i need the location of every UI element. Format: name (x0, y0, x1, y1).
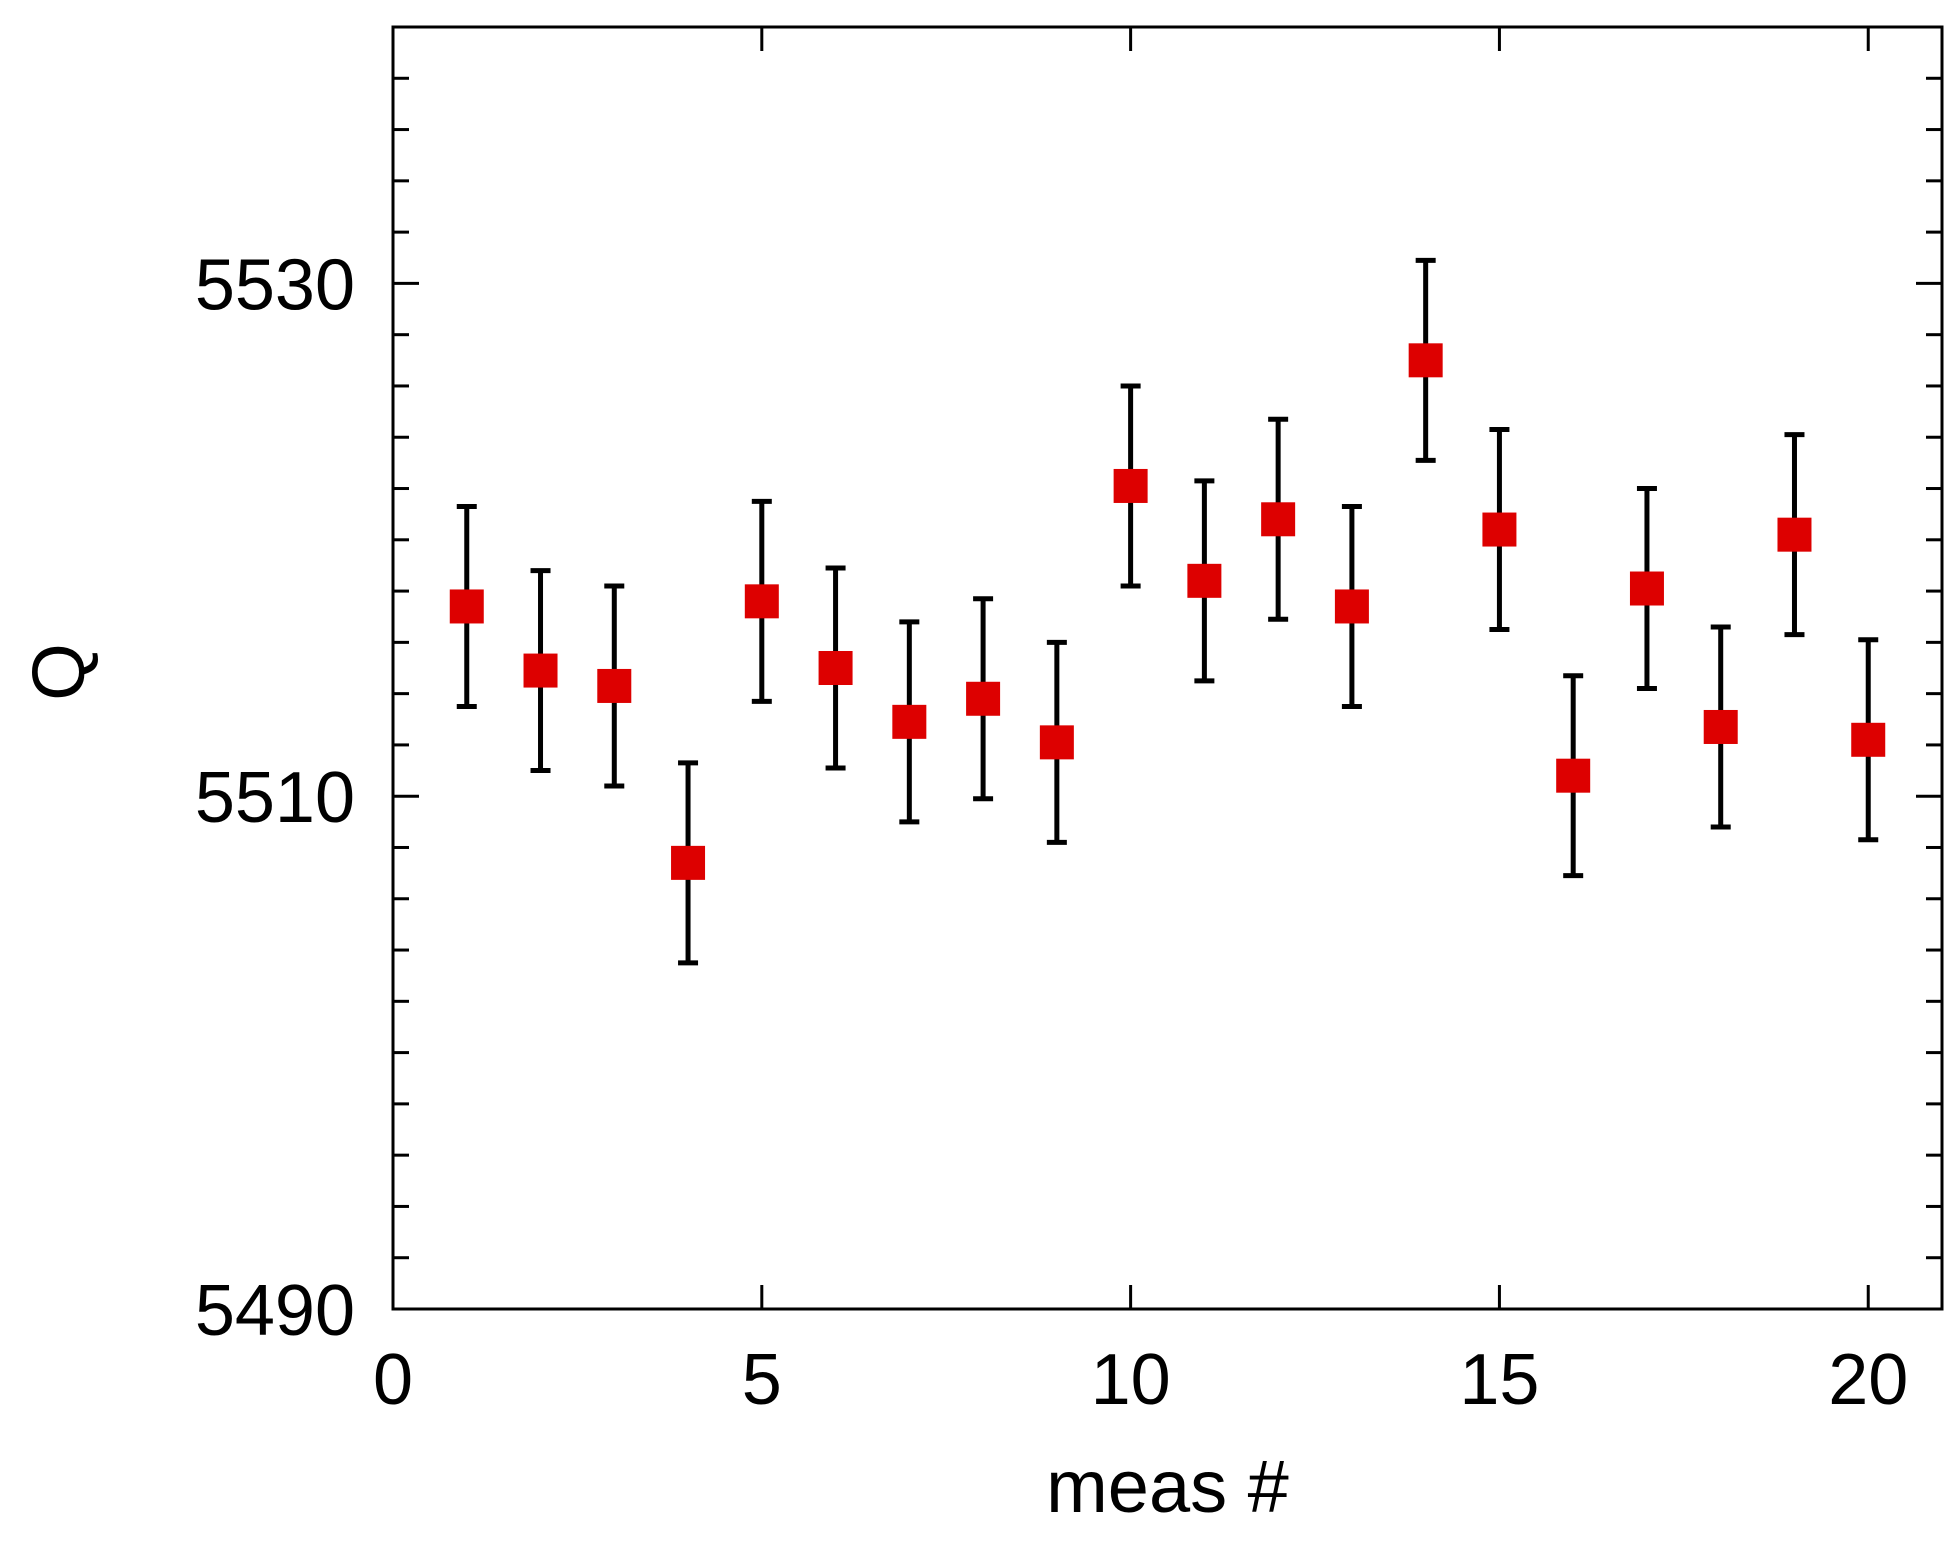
y-axis-label: Q (17, 643, 100, 701)
data-point (1187, 563, 1222, 598)
data-point (1482, 512, 1517, 547)
data-point (1556, 758, 1591, 793)
data-point (1113, 468, 1148, 503)
data-point (1334, 589, 1369, 624)
x-tick-label: 5 (742, 1340, 782, 1420)
x-axis-label: meas # (1046, 1445, 1289, 1528)
data-point (1851, 722, 1886, 757)
data-point (523, 653, 558, 688)
y-tick-label: 5490 (195, 1271, 355, 1351)
x-tick-label: 15 (1459, 1340, 1539, 1420)
data-markers (449, 343, 1886, 880)
y-tick-label: 5530 (195, 245, 355, 325)
data-point (1261, 502, 1296, 537)
data-point (1039, 725, 1074, 760)
tick-labels: 0 5 10 15 20 5490 5510 5530 (195, 245, 1908, 1420)
plot-frame (391, 25, 1944, 1311)
x-tick-label: 10 (1091, 1340, 1171, 1420)
x-tick-label: 20 (1828, 1340, 1908, 1420)
axis-ticks (391, 25, 1942, 1311)
data-point (1703, 709, 1738, 744)
error-bars (456, 257, 1879, 966)
data-point (449, 589, 484, 624)
y-tick-label: 5510 (195, 758, 355, 838)
data-point (1777, 517, 1812, 552)
data-point (892, 704, 927, 739)
data-point (744, 584, 779, 619)
data-point (671, 845, 706, 880)
data-point (818, 651, 853, 685)
data-point (966, 681, 1001, 716)
x-tick-label: 0 (373, 1340, 413, 1420)
data-point (1629, 571, 1664, 606)
data-point (1408, 343, 1443, 378)
data-point (597, 668, 632, 703)
